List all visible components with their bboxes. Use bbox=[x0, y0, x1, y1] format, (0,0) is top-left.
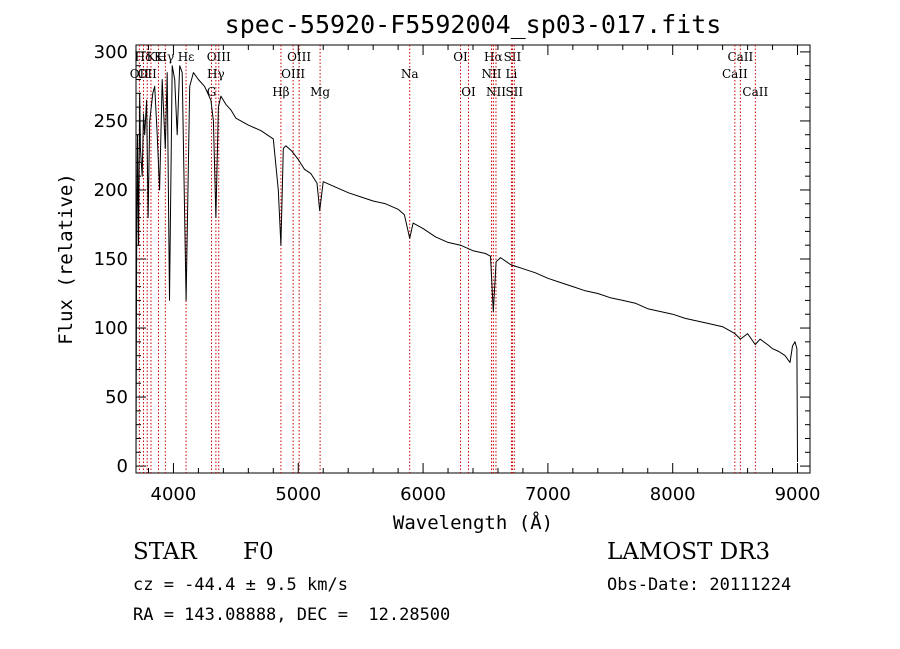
y-tick-label: 300 bbox=[94, 42, 128, 63]
chart-title: spec-55920-F5592004_sp03-017.fits bbox=[225, 10, 722, 39]
object-type: STAR bbox=[133, 539, 197, 565]
line-marker-label: NII bbox=[486, 85, 506, 99]
line-marker-label: Hγ bbox=[207, 67, 225, 81]
line-marker-label: G bbox=[207, 85, 217, 99]
line-marker-label: OI bbox=[453, 50, 468, 64]
line-marker-label: Li bbox=[506, 67, 518, 81]
line-marker-label: Hα bbox=[484, 50, 503, 64]
y-tick-label: 0 bbox=[117, 456, 128, 477]
x-tick-label: 8000 bbox=[650, 484, 696, 505]
spectrum-line bbox=[135, 65, 798, 467]
y-tick-label: 200 bbox=[94, 180, 128, 201]
line-marker-label: CaII bbox=[742, 85, 768, 99]
x-tick-label: 6000 bbox=[400, 484, 446, 505]
y-tick-label: 100 bbox=[94, 318, 128, 339]
x-tick-label: 9000 bbox=[775, 484, 821, 505]
coordinates-text: RA = 143.08888, DEC = 12.28500 bbox=[133, 605, 451, 625]
y-tick-label: 250 bbox=[94, 111, 128, 132]
x-axis-label: Wavelength (Å) bbox=[393, 511, 553, 534]
line-marker-label: K bbox=[146, 50, 156, 64]
line-marker-label: OII bbox=[138, 67, 158, 81]
line-marker-label: Mg bbox=[310, 85, 330, 99]
line-marker-label: OI bbox=[461, 85, 476, 99]
line-marker-label: SII bbox=[504, 50, 522, 64]
line-marker-label: SII bbox=[505, 85, 523, 99]
line-marker-label: Na bbox=[401, 67, 419, 81]
line-marker-label: OII bbox=[130, 67, 150, 81]
redshift-text: cz = -44.4 ± 9.5 km/s bbox=[133, 575, 348, 595]
line-marker-label: CaII bbox=[727, 50, 753, 64]
spectral-subclass: F0 bbox=[243, 539, 274, 565]
plot-frame bbox=[135, 44, 811, 474]
survey-name: LAMOST DR3 bbox=[607, 539, 771, 565]
x-tick-label: 4000 bbox=[151, 484, 197, 505]
x-tick-label: 7000 bbox=[525, 484, 571, 505]
line-marker-label: NII bbox=[481, 67, 501, 81]
line-marker-label: CaII bbox=[722, 67, 748, 81]
line-marker-label: Hε bbox=[178, 50, 195, 64]
line-marker-label: K bbox=[154, 50, 164, 64]
x-tick-label: 5000 bbox=[275, 484, 321, 505]
line-marker-label: Hγ bbox=[157, 50, 175, 64]
line-marker-label: OIII bbox=[287, 50, 311, 64]
y-tick-label: 50 bbox=[105, 387, 128, 408]
line-marker-label: OIII bbox=[207, 50, 231, 64]
line-marker-label: Hβ bbox=[272, 85, 289, 99]
obs-date-text: Obs-Date: 20111224 bbox=[607, 575, 792, 595]
y-tick-label: 150 bbox=[94, 249, 128, 270]
line-marker-label: OIII bbox=[281, 67, 305, 81]
y-axis-label: Flux (relative) bbox=[55, 173, 77, 345]
